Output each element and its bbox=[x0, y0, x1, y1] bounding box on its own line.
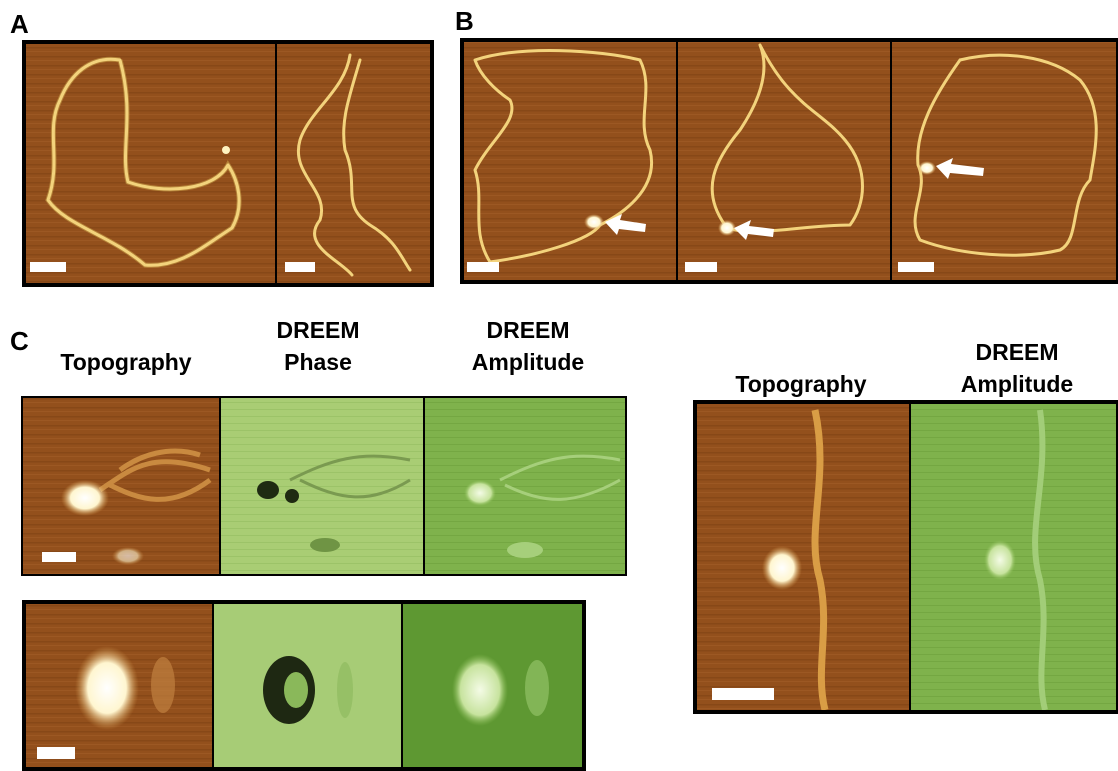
panel-a bbox=[24, 42, 432, 285]
column-header: Amplitude bbox=[961, 371, 1073, 397]
column-header: Amplitude bbox=[472, 349, 584, 375]
column-header: Topography bbox=[60, 349, 191, 375]
panel-label: B bbox=[455, 6, 474, 36]
panel-c-right bbox=[695, 402, 1118, 712]
panel-label: C bbox=[10, 326, 29, 356]
column-headers: Topography DREEM Phase DREEM Amplitude Topogr… bbox=[60, 317, 1073, 397]
column-header: DREEM bbox=[486, 317, 569, 343]
column-header: DREEM bbox=[975, 339, 1058, 365]
column-header: Phase bbox=[284, 349, 352, 375]
panel-c-top bbox=[22, 397, 626, 575]
figure: A B C Topography DREEM Phase DREEM Amplitude bbox=[0, 0, 1118, 771]
column-header: Topography bbox=[735, 371, 866, 397]
panel-b bbox=[462, 40, 1118, 282]
panel-c-bottom bbox=[24, 602, 584, 769]
column-header: DREEM bbox=[276, 317, 359, 343]
panel-label: A bbox=[10, 9, 29, 39]
